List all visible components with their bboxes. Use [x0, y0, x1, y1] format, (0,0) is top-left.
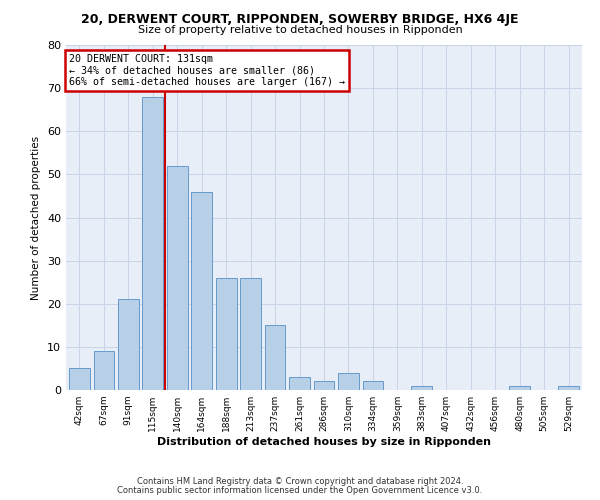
Text: 20 DERWENT COURT: 131sqm
← 34% of detached houses are smaller (86)
66% of semi-d: 20 DERWENT COURT: 131sqm ← 34% of detach… — [68, 54, 344, 87]
Bar — [216, 278, 236, 390]
X-axis label: Distribution of detached houses by size in Ripponden: Distribution of detached houses by size … — [157, 437, 491, 447]
Bar — [94, 351, 114, 390]
Bar — [362, 382, 383, 390]
Bar — [289, 377, 310, 390]
Bar — [412, 386, 432, 390]
Bar — [338, 373, 359, 390]
Bar — [509, 386, 530, 390]
Text: Contains public sector information licensed under the Open Government Licence v3: Contains public sector information licen… — [118, 486, 482, 495]
Text: Size of property relative to detached houses in Ripponden: Size of property relative to detached ho… — [137, 25, 463, 35]
Bar — [240, 278, 261, 390]
Bar — [118, 300, 139, 390]
Bar — [167, 166, 188, 390]
Bar — [558, 386, 579, 390]
Y-axis label: Number of detached properties: Number of detached properties — [31, 136, 41, 300]
Bar — [69, 368, 90, 390]
Bar — [191, 192, 212, 390]
Bar — [142, 97, 163, 390]
Bar — [314, 382, 334, 390]
Bar — [265, 326, 286, 390]
Text: 20, DERWENT COURT, RIPPONDEN, SOWERBY BRIDGE, HX6 4JE: 20, DERWENT COURT, RIPPONDEN, SOWERBY BR… — [81, 12, 519, 26]
Text: Contains HM Land Registry data © Crown copyright and database right 2024.: Contains HM Land Registry data © Crown c… — [137, 477, 463, 486]
